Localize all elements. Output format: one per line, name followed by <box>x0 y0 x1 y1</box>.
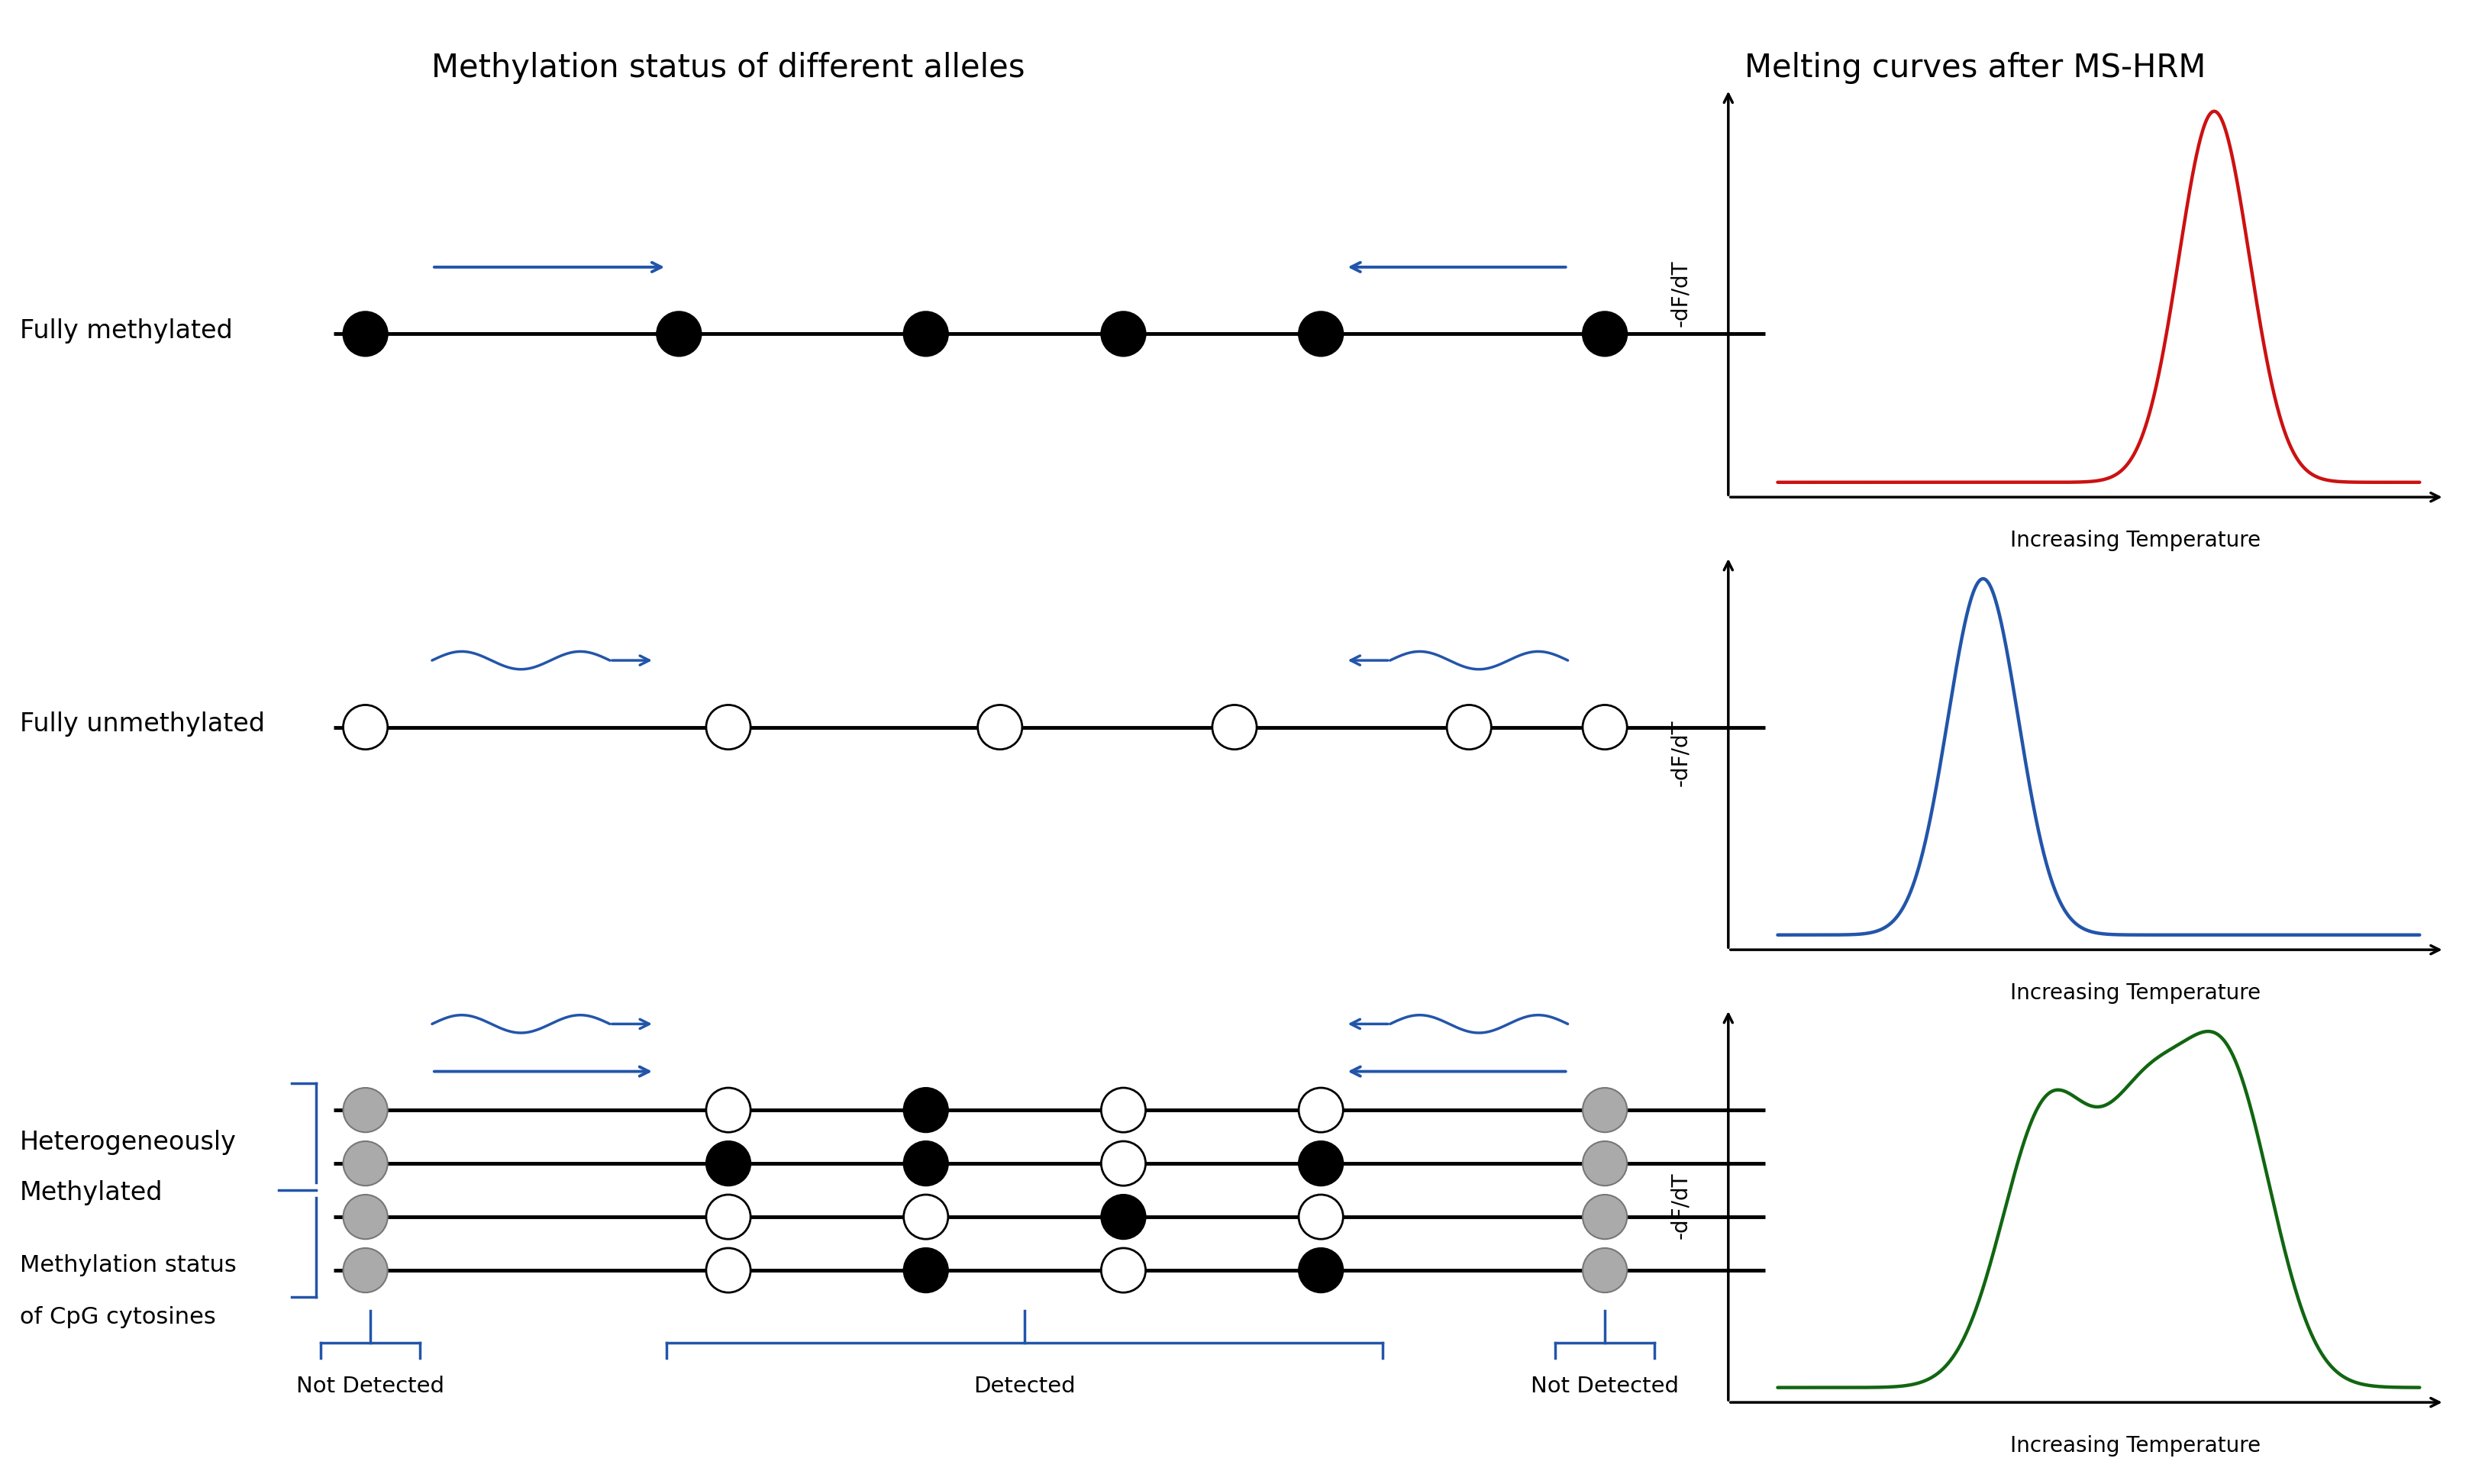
Ellipse shape <box>343 1195 388 1239</box>
Text: Not Detected: Not Detected <box>1531 1376 1679 1396</box>
Ellipse shape <box>1447 705 1491 749</box>
Text: of CpG cytosines: of CpG cytosines <box>20 1306 215 1328</box>
Ellipse shape <box>978 705 1022 749</box>
Ellipse shape <box>1299 1248 1343 1293</box>
Ellipse shape <box>904 1141 948 1186</box>
Ellipse shape <box>1101 1195 1146 1239</box>
Ellipse shape <box>1101 1141 1146 1186</box>
Ellipse shape <box>1583 1088 1627 1132</box>
Ellipse shape <box>1583 1141 1627 1186</box>
Ellipse shape <box>706 1248 751 1293</box>
Text: -dF/dT: -dF/dT <box>1669 1172 1691 1239</box>
Ellipse shape <box>1299 1195 1343 1239</box>
Ellipse shape <box>1583 705 1627 749</box>
Ellipse shape <box>1299 1088 1343 1132</box>
Ellipse shape <box>904 1088 948 1132</box>
Ellipse shape <box>904 1195 948 1239</box>
Text: Methylation status: Methylation status <box>20 1254 237 1276</box>
Ellipse shape <box>1299 312 1343 356</box>
Ellipse shape <box>1583 312 1627 356</box>
Ellipse shape <box>343 312 388 356</box>
Text: Methylated: Methylated <box>20 1181 163 1205</box>
Ellipse shape <box>706 705 751 749</box>
Text: -dF/dT: -dF/dT <box>1669 720 1691 787</box>
Ellipse shape <box>1583 1248 1627 1293</box>
Ellipse shape <box>343 1248 388 1293</box>
Ellipse shape <box>706 1088 751 1132</box>
Text: Fully methylated: Fully methylated <box>20 319 232 343</box>
Text: Increasing Temperature: Increasing Temperature <box>2010 982 2262 1003</box>
Ellipse shape <box>904 312 948 356</box>
Text: Not Detected: Not Detected <box>296 1376 444 1396</box>
Text: Increasing Temperature: Increasing Temperature <box>2010 530 2262 551</box>
Text: Melting curves after MS-HRM: Melting curves after MS-HRM <box>1746 52 2205 85</box>
Text: Methylation status of different alleles: Methylation status of different alleles <box>432 52 1025 85</box>
Ellipse shape <box>343 1141 388 1186</box>
Ellipse shape <box>1101 312 1146 356</box>
Text: Detected: Detected <box>973 1376 1076 1396</box>
Text: -dF/dT: -dF/dT <box>1669 260 1691 326</box>
Ellipse shape <box>1299 1141 1343 1186</box>
Ellipse shape <box>1583 1195 1627 1239</box>
Ellipse shape <box>1212 705 1257 749</box>
Ellipse shape <box>1101 1088 1146 1132</box>
Text: Fully unmethylated: Fully unmethylated <box>20 712 264 736</box>
Ellipse shape <box>706 1195 751 1239</box>
Text: Increasing Temperature: Increasing Temperature <box>2010 1435 2262 1456</box>
Ellipse shape <box>904 1248 948 1293</box>
Text: Heterogeneously: Heterogeneously <box>20 1131 237 1155</box>
Ellipse shape <box>657 312 701 356</box>
Ellipse shape <box>706 1141 751 1186</box>
Ellipse shape <box>1101 1248 1146 1293</box>
Ellipse shape <box>343 705 388 749</box>
Ellipse shape <box>343 1088 388 1132</box>
